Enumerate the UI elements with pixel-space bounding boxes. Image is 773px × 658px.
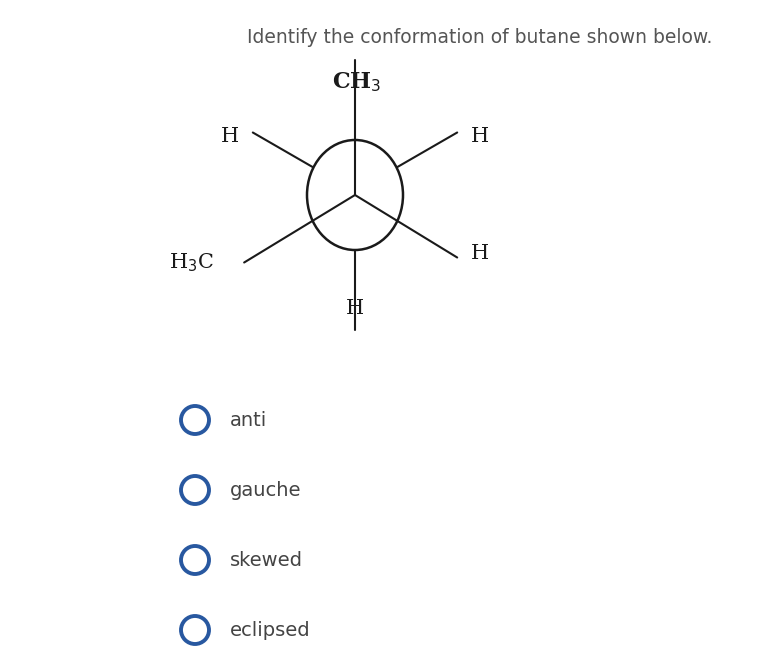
Text: H$_3$C: H$_3$C xyxy=(169,251,214,274)
Text: H: H xyxy=(346,299,364,318)
Text: H: H xyxy=(472,127,489,146)
Text: H: H xyxy=(472,244,489,263)
Text: Identify the conformation of butane shown below.: Identify the conformation of butane show… xyxy=(247,28,712,47)
Text: CH$_3$: CH$_3$ xyxy=(332,70,382,94)
Ellipse shape xyxy=(307,140,403,250)
Text: anti: anti xyxy=(230,411,267,430)
Text: skewed: skewed xyxy=(230,551,303,570)
Text: eclipsed: eclipsed xyxy=(230,620,311,640)
Text: gauche: gauche xyxy=(230,480,301,499)
Text: H: H xyxy=(220,127,239,146)
